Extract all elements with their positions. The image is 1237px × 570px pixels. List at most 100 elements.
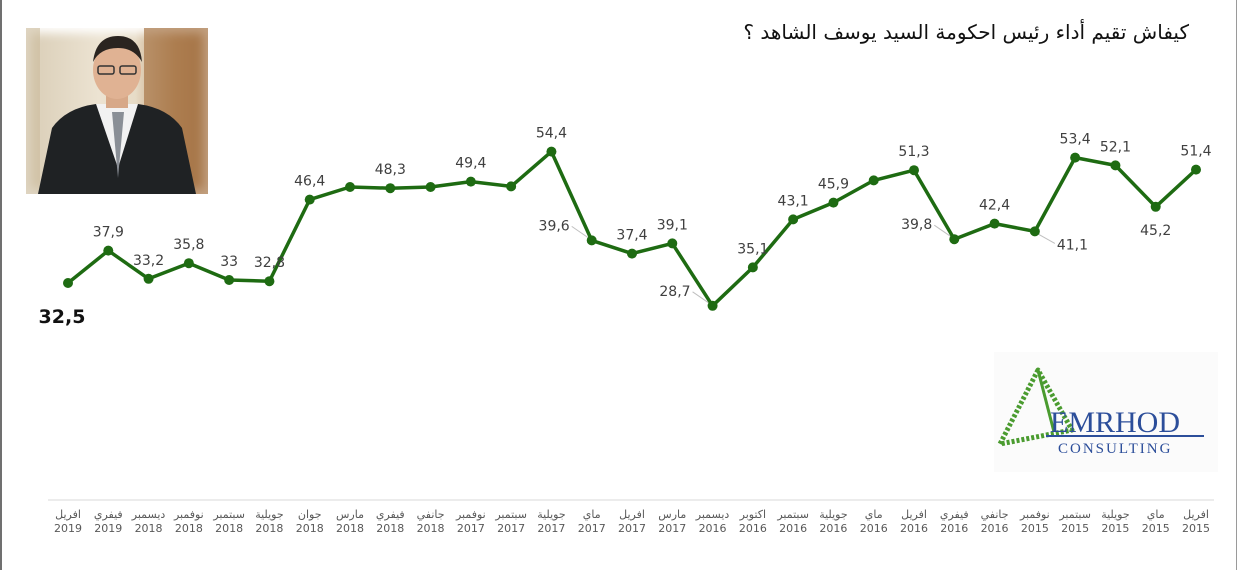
portrait-photo [26,28,208,194]
x-tick-label-4: نوفمبر 2018 [173,508,204,535]
x-tick-label-27: جويلية 2015 [1101,508,1129,535]
data-point-7 [304,194,315,205]
data-label-6: 32,8 [254,255,285,271]
data-label-17: 28,7 [659,284,690,300]
x-tick-label-21: ماي 2016 [860,508,888,535]
data-label-15: 37,4 [616,228,647,244]
x-tick-label-19: سبتمبر 2016 [776,508,809,535]
x-tick-label-16: مارس 2017 [658,508,686,535]
x-tick-label-24: جانفي 2016 [981,508,1009,535]
label-leaders [571,224,1056,304]
data-label-13: 54,4 [536,126,567,142]
leader-line-14 [571,225,588,238]
data-label-7: 46,4 [294,174,325,190]
data-point-20 [828,197,839,208]
x-tick-label-17: ديسمبر 2016 [695,508,730,535]
data-label-14: 39,6 [539,218,570,234]
data-point-16 [667,238,678,249]
data-point-10 [425,182,436,192]
data-point-27 [1110,160,1121,171]
data-point-14 [586,235,597,246]
data-point-28 [1150,201,1161,212]
data-label-18: 35,1 [737,241,768,257]
data-label-22: 51,3 [898,144,929,160]
data-point-18 [747,262,758,273]
portrait-illustration [26,28,208,194]
data-point-8 [345,182,355,192]
x-tick-label-5: سبتمبر 2018 [212,508,245,535]
markers [63,146,1201,311]
frame-left-border [0,0,2,570]
x-tick-label-11: نوفمبر 2017 [455,508,486,535]
data-point-5 [224,275,235,285]
data-label-19: 43,1 [778,193,809,209]
data-point-11 [465,176,476,187]
data-point-3 [143,273,154,284]
x-tick-label-23: فيفري 2016 [940,508,969,535]
data-point-29 [1191,164,1201,175]
data-label-25: 41,1 [1057,237,1088,253]
x-tick-label-22: افريل 2016 [900,508,928,535]
data-point-24 [989,218,1000,229]
leader-line-23 [934,224,951,237]
data-label-11: 49,4 [455,156,486,172]
x-tick-label-14: ماي 2017 [578,508,606,535]
x-tick-label-8: مارس 2018 [336,508,364,535]
data-label-26: 53,4 [1060,132,1091,148]
data-point-1 [63,278,73,288]
x-tick-label-6: جويلية 2018 [255,508,283,535]
data-label-2: 37,9 [93,225,124,241]
logo-sub-text: CONSULTING [1058,441,1172,457]
data-label-1: 32,5 [39,306,86,328]
data-label-3: 33,2 [133,253,164,269]
data-point-13 [546,146,557,157]
data-labels: 32,5 37,9 33,2 35,8 33 32,8 46,4 48,3 49,4 54,4 39… [39,126,1212,328]
data-point-4 [183,258,194,269]
data-label-16: 39,1 [657,217,688,233]
x-tick-label-20: جويلية 2016 [819,508,847,535]
data-point-25 [1029,226,1040,237]
data-point-21 [868,175,879,186]
logo-name-text: EMRHOD [1050,406,1180,439]
data-point-6 [264,276,275,287]
data-label-4: 35,8 [173,237,204,253]
data-label-23: 39,8 [901,217,932,233]
x-tick-label-26: سبتمبر 2015 [1058,508,1091,535]
emrhod-logo-mark: EMRHOD CONSULTING [997,367,1204,457]
x-tick-label-13: جويلية 2017 [537,508,565,535]
data-point-2 [103,245,114,256]
data-point-22 [909,165,919,176]
data-label-5: 33 [220,254,238,270]
data-point-19 [788,214,799,225]
x-tick-label-28: ماي 2015 [1142,508,1170,535]
x-tick-label-9: فيفري 2018 [376,508,405,535]
x-tick-label-25: نوفمبر 2015 [1019,508,1050,535]
x-tick-label-2: فيفري 2019 [94,508,123,535]
data-point-26 [1070,152,1081,163]
leader-line-25 [1038,233,1056,244]
x-tick-label-29: افريل 2015 [1182,508,1210,535]
x-tick-labels: افريل 2019 فيفري 2019 ديسمبر 2018 نوفمبر 2018 سب… [54,508,1210,535]
x-tick-label-15: افريل 2017 [618,508,646,535]
data-point-9 [385,183,396,194]
data-label-9: 48,3 [375,162,406,178]
chart-title: كيفاش تقيم أداء رئيس احكومة السيد يوسف ا… [743,20,1189,44]
emrhod-logo: EMRHOD CONSULTING [994,352,1218,472]
data-point-15 [627,248,637,259]
data-point-12 [506,181,517,192]
x-tick-label-10: جانفي 2018 [417,508,445,535]
x-tick-label-3: ديسمبر 2018 [131,508,166,535]
leader-line-17 [692,291,709,304]
data-point-17 [707,300,718,311]
data-label-20: 45,9 [818,177,849,193]
data-point-23 [949,234,960,245]
data-label-27: 52,1 [1100,139,1131,155]
x-tick-label-18: اكتوبر 2016 [739,508,767,535]
data-label-24: 42,4 [979,198,1010,214]
x-tick-label-12: سبتمبر 2017 [494,508,527,535]
x-tick-label-7: جوان 2018 [296,508,324,535]
data-label-29: 51,4 [1180,144,1211,160]
data-label-28: 45,2 [1140,223,1171,239]
x-tick-label-1: افريل 2019 [54,508,82,535]
